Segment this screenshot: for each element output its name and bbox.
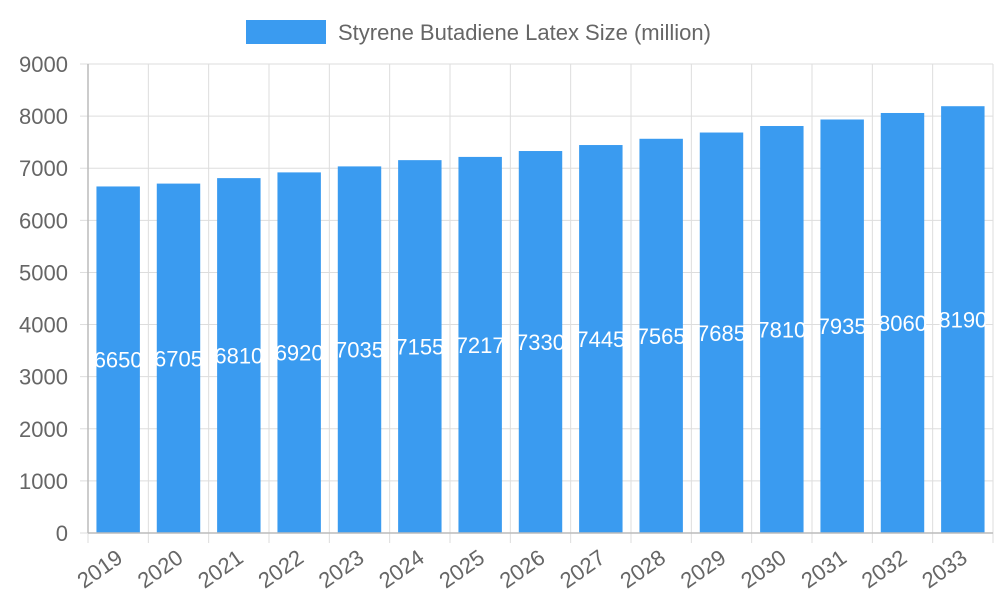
bar-data-label: 7217 <box>456 333 505 358</box>
bar-data-label: 7155 <box>395 335 444 360</box>
bar[interactable] <box>880 112 925 534</box>
bar[interactable] <box>398 160 442 533</box>
bar[interactable] <box>699 132 744 533</box>
bar-data-label: 8060 <box>878 311 927 336</box>
bar-data-labels: 6650 6705 6810 6920 7035 7155 7217 7330 7445 7565… <box>94 308 988 373</box>
bar-data-label: 6650 <box>94 348 143 373</box>
y-tick-label: 0 <box>56 521 68 546</box>
x-tick-label: 2022 <box>254 545 308 594</box>
bar[interactable] <box>579 145 623 533</box>
legend-swatch[interactable] <box>246 20 326 44</box>
x-tick-label: 2019 <box>73 545 127 594</box>
x-tick-label: 2032 <box>857 545 911 594</box>
bar-data-label: 7685 <box>697 321 746 346</box>
y-tick-label: 8000 <box>19 104 68 129</box>
bar[interactable] <box>941 106 985 534</box>
bar[interactable] <box>156 183 201 533</box>
x-tick-label: 2023 <box>314 545 368 594</box>
x-tick-label: 2031 <box>797 545 851 594</box>
x-tick-label: 2024 <box>374 545 428 594</box>
x-tick-label: 2033 <box>917 545 971 594</box>
y-tick-label: 9000 <box>19 52 68 77</box>
bar[interactable] <box>337 166 382 534</box>
y-tick-label: 2000 <box>19 417 68 442</box>
bar-data-label: 6920 <box>275 341 324 366</box>
bar-data-label: 7330 <box>516 330 565 355</box>
y-tick-label: 5000 <box>19 260 68 285</box>
x-tick-label: 2029 <box>676 545 730 594</box>
x-tick-label: 2028 <box>616 545 670 594</box>
x-tick-label: 2030 <box>736 545 790 594</box>
bar[interactable] <box>518 151 563 533</box>
y-tick-label: 7000 <box>19 156 68 181</box>
bar[interactable] <box>820 119 864 533</box>
y-tick-label: 6000 <box>19 208 68 233</box>
x-tick-label: 2021 <box>193 545 247 594</box>
bar-data-label: 7810 <box>757 318 806 343</box>
x-tick-label: 2027 <box>555 545 609 594</box>
bar[interactable] <box>760 126 804 534</box>
x-tick-label: 2026 <box>495 545 549 594</box>
x-tick-label: 2025 <box>435 545 489 594</box>
bar-data-label: 7935 <box>818 314 867 339</box>
bar[interactable] <box>458 156 502 533</box>
bar-data-label: 6810 <box>214 344 263 369</box>
bar-data-label: 6705 <box>154 346 203 371</box>
bar-data-label: 7445 <box>576 327 625 352</box>
legend[interactable]: Styrene Butadiene Latex Size (million) <box>246 20 711 45</box>
legend-label[interactable]: Styrene Butadiene Latex Size (million) <box>338 20 711 45</box>
y-tick-label: 1000 <box>19 469 68 494</box>
bar-data-label: 8190 <box>938 308 987 333</box>
x-tick-label: 2020 <box>133 545 187 594</box>
bar-data-label: 7035 <box>335 338 384 363</box>
y-tick-label: 3000 <box>19 365 68 390</box>
bar[interactable] <box>96 186 140 533</box>
y-tick-label: 4000 <box>19 313 68 338</box>
bar-data-label: 7565 <box>637 324 686 349</box>
bar[interactable] <box>277 172 321 533</box>
bar[interactable] <box>639 138 683 533</box>
bars <box>96 106 985 534</box>
bar[interactable] <box>217 178 261 533</box>
